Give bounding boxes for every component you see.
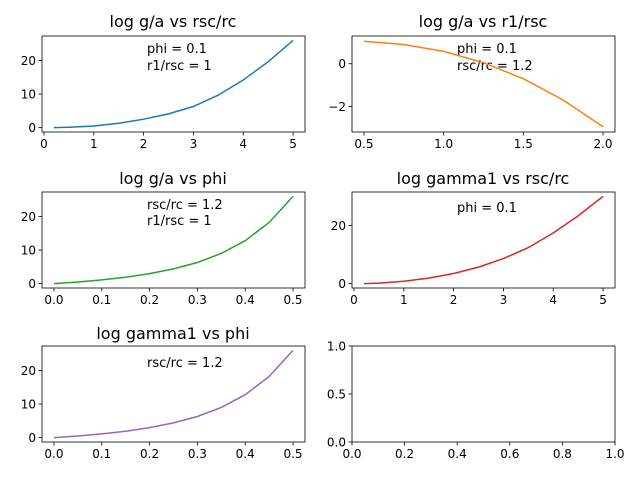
subplot-3-annotation-2: r1/rsc = 1 <box>147 214 212 229</box>
subplot-1-axes-frame <box>41 35 306 133</box>
subplot-1-xtick-label: 3 <box>190 137 198 151</box>
subplot-4-xtick-label: 5 <box>599 293 607 307</box>
subplot-3-xtick-label: 0.1 <box>92 293 111 307</box>
subplot-4-xtick-label: 0 <box>350 293 358 307</box>
subplot-4-series-1-line <box>363 195 604 285</box>
subplot-4: log gamma1 vs rsc/rc phi = 0.1 0 1 2 3 4 5 0 20 <box>331 169 616 307</box>
subplot-6-xtick-label: 1.0 <box>605 447 624 461</box>
subplot-5-title: log gamma1 vs phi <box>96 324 249 343</box>
subplot-6-xtick-label: 0.6 <box>500 447 519 461</box>
subplot-1-annotation-2: r1/rsc = 1 <box>147 59 212 74</box>
subplot-6-ytick-label: 0.0 <box>327 436 346 450</box>
subplot-6-xtick-label: 0.8 <box>553 447 572 461</box>
subplot-2: log g/a vs r1/rsc phi = 0.1 rsc/rc = 1.2… <box>328 12 616 151</box>
subplot-6: 0.0 0.2 0.4 0.6 0.8 1.0 0.0 0.5 1.0 <box>327 340 625 462</box>
subplot-1-ytick-label: 20 <box>21 54 36 68</box>
subplot-5-ytick-label: 0 <box>28 431 36 445</box>
subplot-5-xtick-label: 0.5 <box>283 447 302 461</box>
subplot-4-ytick-label: 0 <box>338 277 346 291</box>
subplot-3-xtick-label: 0.0 <box>44 293 63 307</box>
subplot-5-series-1-line <box>53 349 294 439</box>
subplot-4-xtick-label: 1 <box>400 293 408 307</box>
subplot-3: log g/a vs phi rsc/rc = 1.2 r1/rsc = 1 0… <box>21 169 306 307</box>
subplot-1-xtick-label: 1 <box>90 137 98 151</box>
subplot-1-xtick-label: 5 <box>289 137 297 151</box>
subplot-5: log gamma1 vs phi rsc/rc = 1.2 0.0 0.1 0.2… <box>21 324 306 461</box>
subplot-3-xtick-label: 0.4 <box>236 293 255 307</box>
subplot-2-ytick-label: 0 <box>338 57 346 71</box>
subplot-1-xtick-label: 4 <box>239 137 247 151</box>
subplot-4-xtick-label: 2 <box>450 293 458 307</box>
subplot-3-xtick-label: 0.5 <box>283 293 302 307</box>
subplot-2-xtick-label: 0.5 <box>354 137 373 151</box>
subplot-1-annotation-1: phi = 0.1 <box>147 42 207 57</box>
subplot-6-xtick-label: 0.2 <box>395 447 414 461</box>
subplot-2-title: log g/a vs r1/rsc <box>419 12 548 31</box>
subplot-1-xtick-label: 0 <box>40 137 48 151</box>
subplot-3-ytick-label: 0 <box>28 277 36 291</box>
subplot-3-axes-frame <box>41 191 306 289</box>
subplot-1-ytick-label: 10 <box>21 88 36 102</box>
subplot-3-annotation-1: rsc/rc = 1.2 <box>147 198 223 213</box>
subplot-5-xtick-label: 0.4 <box>236 447 255 461</box>
subplot-4-ytick-label: 20 <box>331 219 346 233</box>
subplot-6-ytick-label: 1.0 <box>327 340 346 354</box>
subplot-5-xtick-label: 0.2 <box>140 447 159 461</box>
subplot-6-xtick-label: 0.0 <box>342 447 361 461</box>
subplot-3-xtick-label: 0.3 <box>188 293 207 307</box>
subplot-1: log g/a vs rsc/rc phi = 0.1 r1/rsc = 1 0… <box>21 12 306 151</box>
subplot-2-ytick-label: −2 <box>328 100 346 114</box>
subplot-3-ytick-label: 20 <box>21 210 36 224</box>
subplot-2-annotation-1: phi = 0.1 <box>457 42 517 57</box>
subplot-3-ytick-label: 10 <box>21 244 36 258</box>
subplot-3-xtick-label: 0.2 <box>140 293 159 307</box>
subplot-5-ytick-label: 20 <box>21 364 36 378</box>
subplot-1-series-1-line <box>53 39 294 129</box>
subplot-2-series-1-line <box>363 40 604 128</box>
subplot-6-xtick-label: 0.4 <box>448 447 467 461</box>
subplot-4-xtick-label: 4 <box>549 293 557 307</box>
subplot-2-axes-frame <box>351 35 616 133</box>
subplot-1-xtick-label: 2 <box>140 137 148 151</box>
subplot-2-xtick-label: 1.0 <box>434 137 453 151</box>
subplot-4-xtick-label: 3 <box>500 293 508 307</box>
subplot-2-xtick-label: 1.5 <box>514 137 533 151</box>
subplot-3-series-1-line <box>53 195 294 285</box>
subplot-5-annotation-1: rsc/rc = 1.2 <box>147 356 223 371</box>
subplot-3-title: log g/a vs phi <box>119 169 227 188</box>
subplot-4-annotation-1: phi = 0.1 <box>457 201 517 216</box>
subplot-4-title: log gamma1 vs rsc/rc <box>397 169 570 188</box>
subplot-2-xtick-label: 2.0 <box>593 137 612 151</box>
subplot-4-axes-frame <box>351 191 616 289</box>
subplot-5-xtick-label: 0.3 <box>188 447 207 461</box>
subplot-1-ytick-label: 0 <box>28 121 36 135</box>
subplot-5-xtick-label: 0.0 <box>44 447 63 461</box>
subplot-1-title: log g/a vs rsc/rc <box>110 12 237 31</box>
subplot-5-axes-frame <box>41 345 306 443</box>
subplot-5-xtick-label: 0.1 <box>92 447 111 461</box>
subplot-5-ytick-label: 10 <box>21 398 36 412</box>
subplot-6-ytick-label: 0.5 <box>327 388 346 402</box>
